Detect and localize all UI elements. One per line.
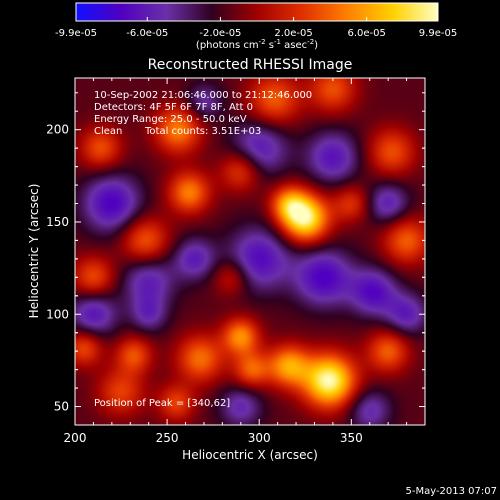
x-axis-tick-labels: 200 250 300 350 xyxy=(64,431,363,445)
colorbar-tick-labels: -9.9e-05 -6.0e-05 -2.0e-05 2.0e-05 6.0e-05 9.… xyxy=(55,28,457,39)
y-axis-ticks xyxy=(75,92,425,426)
x-axis-label: Heliocentric X (arcsec) xyxy=(182,448,318,462)
heatmap-image xyxy=(75,78,425,425)
colorbar-units-label: (photons cm-2 s-1 asec-2) xyxy=(196,38,318,51)
chart-title: Reconstructed RHESSI Image xyxy=(148,57,353,73)
y-tick-label: 200 xyxy=(46,123,69,137)
annotation-clean-label: Clean xyxy=(94,126,122,137)
annotation-detectors: Detectors: 4F 5F 6F 7F 8F, Att 0 xyxy=(94,102,253,113)
y-tick-label: 50 xyxy=(54,400,69,414)
heatmap-raster xyxy=(75,78,425,425)
x-tick-label: 300 xyxy=(248,431,271,445)
annotation-time-range: 10-Sep-2002 21:06:46.000 to 21:12:46.000 xyxy=(94,90,312,101)
colorbar-tick-label: 6.0e-05 xyxy=(348,28,386,39)
x-axis-ticks xyxy=(74,78,426,425)
annotations: 10-Sep-2002 21:06:46.000 to 21:12:46.000… xyxy=(94,90,312,409)
plot-frame xyxy=(74,77,426,426)
colorbar-ticks xyxy=(75,17,439,21)
annotation-total-counts: Total counts: 3.51E+03 xyxy=(144,126,261,137)
colorbar: -9.9e-05 -6.0e-05 -2.0e-05 2.0e-05 6.0e-05 9.… xyxy=(55,2,457,51)
colorbar-tick-label: -9.9e-05 xyxy=(55,28,97,39)
x-tick-label: 350 xyxy=(340,431,363,445)
colorbar-tick-label: -2.0e-05 xyxy=(199,28,241,39)
colorbar-tick-label: 9.9e-05 xyxy=(419,28,457,39)
colorbar-tick-label: 2.0e-05 xyxy=(274,28,312,39)
y-axis-label: Heliocentric Y (arcsec) xyxy=(27,184,41,319)
y-axis-tick-labels: 50 100 150 200 xyxy=(46,123,69,414)
annotation-peak-position: Position of Peak = [340,62] xyxy=(94,398,230,409)
x-tick-label: 250 xyxy=(156,431,179,445)
footer-timestamp: 5-May-2013 07:07 xyxy=(405,486,497,497)
annotation-energy-range: Energy Range: 25.0 - 50.0 keV xyxy=(94,114,247,125)
y-tick-label: 100 xyxy=(46,307,69,321)
colorbar-gradient xyxy=(75,2,439,22)
x-tick-label: 200 xyxy=(64,431,87,445)
colorbar-tick-label: -6.0e-05 xyxy=(126,28,168,39)
y-tick-label: 150 xyxy=(46,215,69,229)
